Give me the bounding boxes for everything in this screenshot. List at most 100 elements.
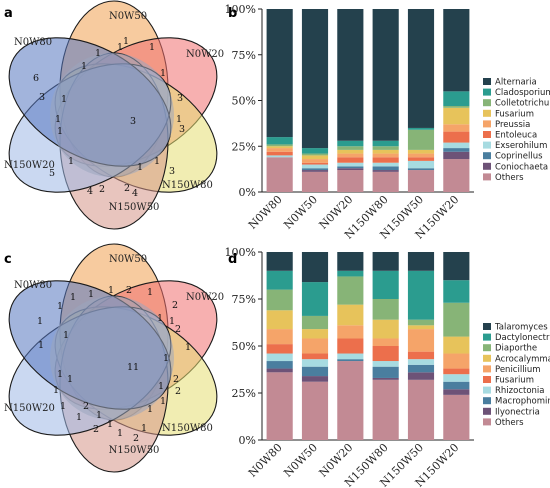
bar-segment-colletotrichum	[266, 144, 293, 147]
legend-swatch	[483, 418, 491, 426]
legend-swatch	[483, 131, 491, 138]
y-tick-label: 50%	[232, 95, 256, 108]
legend-swatch	[483, 162, 491, 170]
bar-segment-exserohilum	[443, 142, 470, 149]
venn-region-count: 2	[124, 183, 130, 194]
venn-set-label-n0w20: N0W20	[186, 292, 224, 303]
bar-segment-macrophomina	[301, 366, 329, 377]
legend-swatch	[483, 354, 491, 362]
bar-segment-talaromyces	[301, 252, 329, 283]
legend-swatch	[483, 99, 491, 107]
bar-segment-coprinellus	[337, 166, 364, 169]
bar-segment-colletotrichum	[372, 146, 399, 150]
bar-segment-fusarium	[372, 346, 399, 362]
bar-segment-cladosporium	[372, 140, 399, 147]
legend-swatch	[483, 323, 491, 330]
bar-segment-exserohilum	[407, 160, 435, 169]
venn-region-count: 1	[160, 396, 166, 407]
venn-region-count: 4	[132, 188, 138, 199]
legend-label: Ilyonectria	[495, 407, 540, 417]
venn-region-count: 1	[123, 36, 129, 47]
y-tick-label: 0%	[239, 434, 256, 447]
venn-set-label-n0w80: N0W80	[14, 37, 52, 48]
legend-label: Talaromyces	[494, 323, 548, 333]
legend-label: Macrophomina	[495, 397, 550, 407]
bar-segment-colletotrichum	[337, 146, 364, 150]
bar-segment-acrocalymma	[443, 336, 470, 354]
venn-region-count: 1	[70, 292, 76, 303]
legend-label: Rhizoctonia	[495, 386, 544, 396]
venn-region-count: 2	[175, 324, 181, 335]
bar-segment-fusarium	[266, 344, 293, 354]
venn-region-count: 2	[173, 374, 179, 385]
bar-segment-preussia	[407, 153, 435, 158]
bar-segment-others	[301, 171, 329, 192]
venn-region-count: 2	[99, 184, 105, 195]
stacked-bar-chart-d: 0%25%50%75%100%N0W80N0W50N0W20N150W80N15…	[225, 246, 550, 488]
bar-segment-dactylonectria	[443, 280, 470, 303]
legend-label: Fusarium	[495, 376, 534, 386]
bar-segment-fusarium	[443, 368, 470, 375]
y-tick-label: 0%	[239, 186, 256, 199]
venn-diagram-a: N0W50N0W20N150W80N150W50N150W20N0W803113…	[4, 0, 224, 230]
bar-segment-dactylonectria	[407, 270, 435, 320]
venn-set-label-n0w50: N0W50	[109, 11, 147, 22]
bar-segment-diaporthe	[301, 315, 329, 330]
bar-segment-alternaria	[301, 9, 329, 149]
venn-region-count: 1	[81, 61, 87, 72]
bar-segment-ilyonectria	[266, 368, 293, 373]
legend-label: Diaporthe	[495, 344, 537, 354]
venn-region-count: 1	[147, 287, 153, 298]
panel-letter-d: d	[228, 252, 237, 267]
y-tick-label: 100%	[225, 246, 256, 259]
bar-segment-entoleuca	[443, 131, 470, 143]
bar-segment-others	[443, 394, 470, 440]
legend-swatch	[483, 173, 491, 181]
bar-segment-fusarium	[301, 155, 329, 160]
venn-region-count: 1	[95, 48, 101, 59]
y-tick-label: 25%	[232, 387, 256, 400]
bar-segment-others	[407, 170, 435, 192]
bar-segment-penicillium	[372, 338, 399, 346]
y-tick-label: 25%	[232, 140, 256, 153]
bar-segment-rhizoctonia	[407, 359, 435, 365]
venn-set-label-n0w80: N0W80	[14, 280, 52, 291]
venn-region-count: 1	[63, 330, 69, 341]
venn-region-count: 1	[169, 316, 175, 327]
bar-segment-penicillium	[266, 329, 293, 345]
panel-letter-a: a	[4, 6, 13, 21]
legend-label: Alternaria	[495, 78, 537, 88]
venn-region-count: 3	[177, 93, 183, 104]
bar-segment-acrocalymma	[337, 304, 364, 326]
bar-segment-colletotrichum	[301, 153, 329, 156]
legend-label: Exserohilum	[495, 141, 547, 151]
bar-segment-fusarium	[407, 351, 435, 360]
bar-segment-fusarium	[266, 146, 293, 149]
venn-region-count: 1	[117, 428, 123, 439]
stacked-bar-chart-b: 0%25%50%75%100%N0W80N0W50N0W20N150W80N15…	[225, 3, 550, 242]
venn-set-label-n0w50: N0W50	[109, 254, 147, 265]
bar-segment-dactylonectria	[337, 270, 364, 277]
bar-segment-alternaria	[443, 9, 470, 92]
bar-segment-others	[337, 170, 364, 192]
bar-segment-cladosporium	[443, 91, 470, 106]
venn-region-count: 1	[160, 68, 166, 79]
bar-segment-coprinellus	[407, 168, 435, 171]
bar-segment-fusarium	[337, 149, 364, 154]
bar-segment-macrophomina	[443, 381, 470, 390]
venn-region-count: 3	[39, 92, 45, 103]
venn-region-count: 1	[57, 301, 63, 312]
legend-swatch	[483, 78, 491, 85]
bar-segment-penicillium	[301, 338, 329, 354]
bar-segment-fusarium	[372, 149, 399, 154]
legend-label: Acrocalymma	[495, 354, 550, 364]
venn-region-count: 6	[33, 73, 39, 84]
bar-segment-exserohilum	[337, 162, 364, 167]
bar-segment-rhizoctonia	[301, 359, 329, 367]
y-tick-label: 75%	[232, 293, 256, 306]
venn-region-count: 1	[108, 285, 114, 296]
bar-segment-others	[407, 379, 435, 440]
bar-segment-fusarium	[443, 107, 470, 125]
bar-segment-acrocalymma	[407, 325, 435, 330]
